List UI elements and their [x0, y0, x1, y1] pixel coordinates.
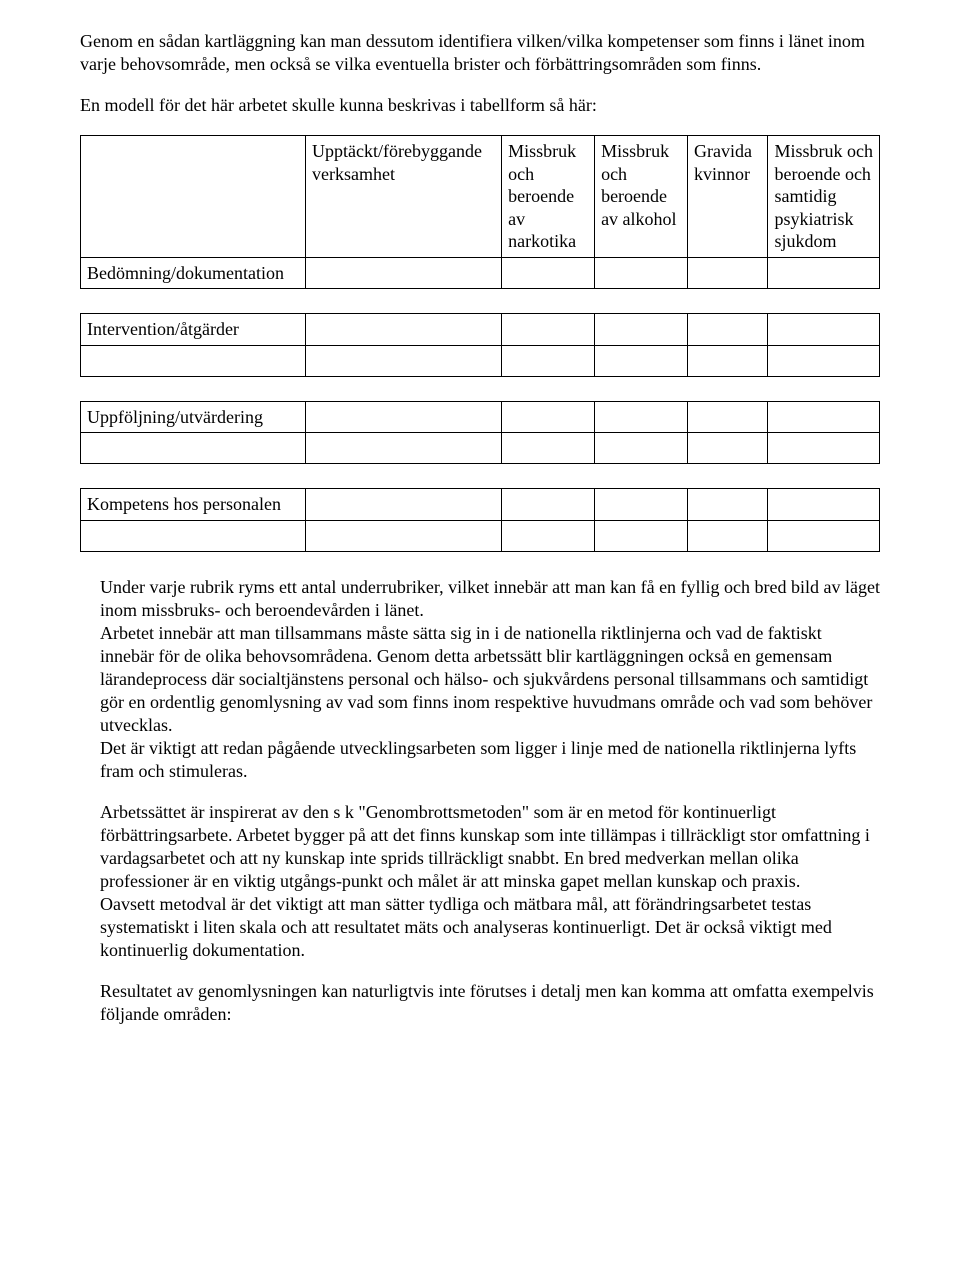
table-cell	[768, 257, 880, 289]
table-cell	[595, 489, 688, 521]
table-row	[81, 433, 880, 464]
body-paragraph: Arbetssättet är inspirerat av den s k "G…	[100, 801, 880, 893]
table-cell	[306, 401, 502, 433]
table-cell	[595, 345, 688, 376]
table-row: Uppföljning/utvärdering	[81, 401, 880, 433]
model-table: Uppföljning/utvärdering	[80, 401, 880, 465]
model-table: Upptäckt/förebyggande verksamhet Missbru…	[80, 135, 880, 289]
table-cell	[687, 401, 768, 433]
table-cell	[595, 433, 688, 464]
table-row-label: Uppföljning/utvärdering	[81, 401, 306, 433]
model-table: Intervention/åtgärder	[80, 313, 880, 377]
table-cell	[502, 489, 595, 521]
table-cell	[502, 345, 595, 376]
body-paragraph: Resultatet av genomlysningen kan naturli…	[100, 980, 880, 1026]
document-page: Genom en sådan kartläggning kan man dess…	[40, 0, 920, 1084]
table-cell	[306, 489, 502, 521]
table-cell	[306, 257, 502, 289]
table-cell	[595, 520, 688, 551]
body-paragraph: Oavsett metodval är det viktigt att man …	[100, 893, 880, 962]
table-cell	[306, 314, 502, 346]
table-row-label: Intervention/åtgärder	[81, 314, 306, 346]
table-cell	[768, 520, 880, 551]
table-row-label: Kompetens hos personalen	[81, 489, 306, 521]
table-cell	[81, 345, 306, 376]
table-header-cell: Missbruk och beroende av narkotika	[502, 136, 595, 258]
table-row: Kompetens hos personalen	[81, 489, 880, 521]
table-cell	[502, 401, 595, 433]
table-cell	[502, 433, 595, 464]
table-cell	[306, 433, 502, 464]
body-text-block: Under varje rubrik ryms ett antal underr…	[100, 576, 880, 1027]
table-cell	[687, 257, 768, 289]
table-header-cell: Gravida kvinnor	[687, 136, 768, 258]
table-cell	[768, 489, 880, 521]
body-paragraph: Arbetet innebär att man tillsammans måst…	[100, 622, 880, 737]
table-cell	[687, 345, 768, 376]
table-cell	[687, 489, 768, 521]
model-table: Kompetens hos personalen	[80, 488, 880, 552]
table-cell	[502, 314, 595, 346]
table-header-cell: Upptäckt/förebyggande verksamhet	[306, 136, 502, 258]
table-header-cell: Missbruk och beroende och samtidig psyki…	[768, 136, 880, 258]
table-cell	[595, 257, 688, 289]
table-cell	[687, 314, 768, 346]
table-row: Intervention/åtgärder	[81, 314, 880, 346]
table-header-cell	[81, 136, 306, 258]
intro-paragraph-1: Genom en sådan kartläggning kan man dess…	[80, 30, 880, 76]
table-cell	[595, 314, 688, 346]
table-header-cell: Missbruk och beroende av alkohol	[595, 136, 688, 258]
table-cell	[81, 520, 306, 551]
table-cell	[81, 433, 306, 464]
table-cell	[595, 401, 688, 433]
table-cell	[687, 433, 768, 464]
table-cell	[306, 520, 502, 551]
table-cell	[502, 257, 595, 289]
table-cell	[768, 433, 880, 464]
table-cell	[768, 345, 880, 376]
intro-paragraph-2: En modell för det här arbetet skulle kun…	[80, 94, 880, 117]
table-cell	[502, 520, 595, 551]
table-row	[81, 520, 880, 551]
table-cell	[768, 401, 880, 433]
table-header-row: Upptäckt/förebyggande verksamhet Missbru…	[81, 136, 880, 258]
body-paragraph: Det är viktigt att redan pågående utveck…	[100, 737, 880, 783]
table-row-label: Bedömning/dokumentation	[81, 257, 306, 289]
table-cell	[687, 520, 768, 551]
body-paragraph: Under varje rubrik ryms ett antal underr…	[100, 576, 880, 622]
table-row	[81, 345, 880, 376]
table-row: Bedömning/dokumentation	[81, 257, 880, 289]
table-cell	[306, 345, 502, 376]
table-cell	[768, 314, 880, 346]
